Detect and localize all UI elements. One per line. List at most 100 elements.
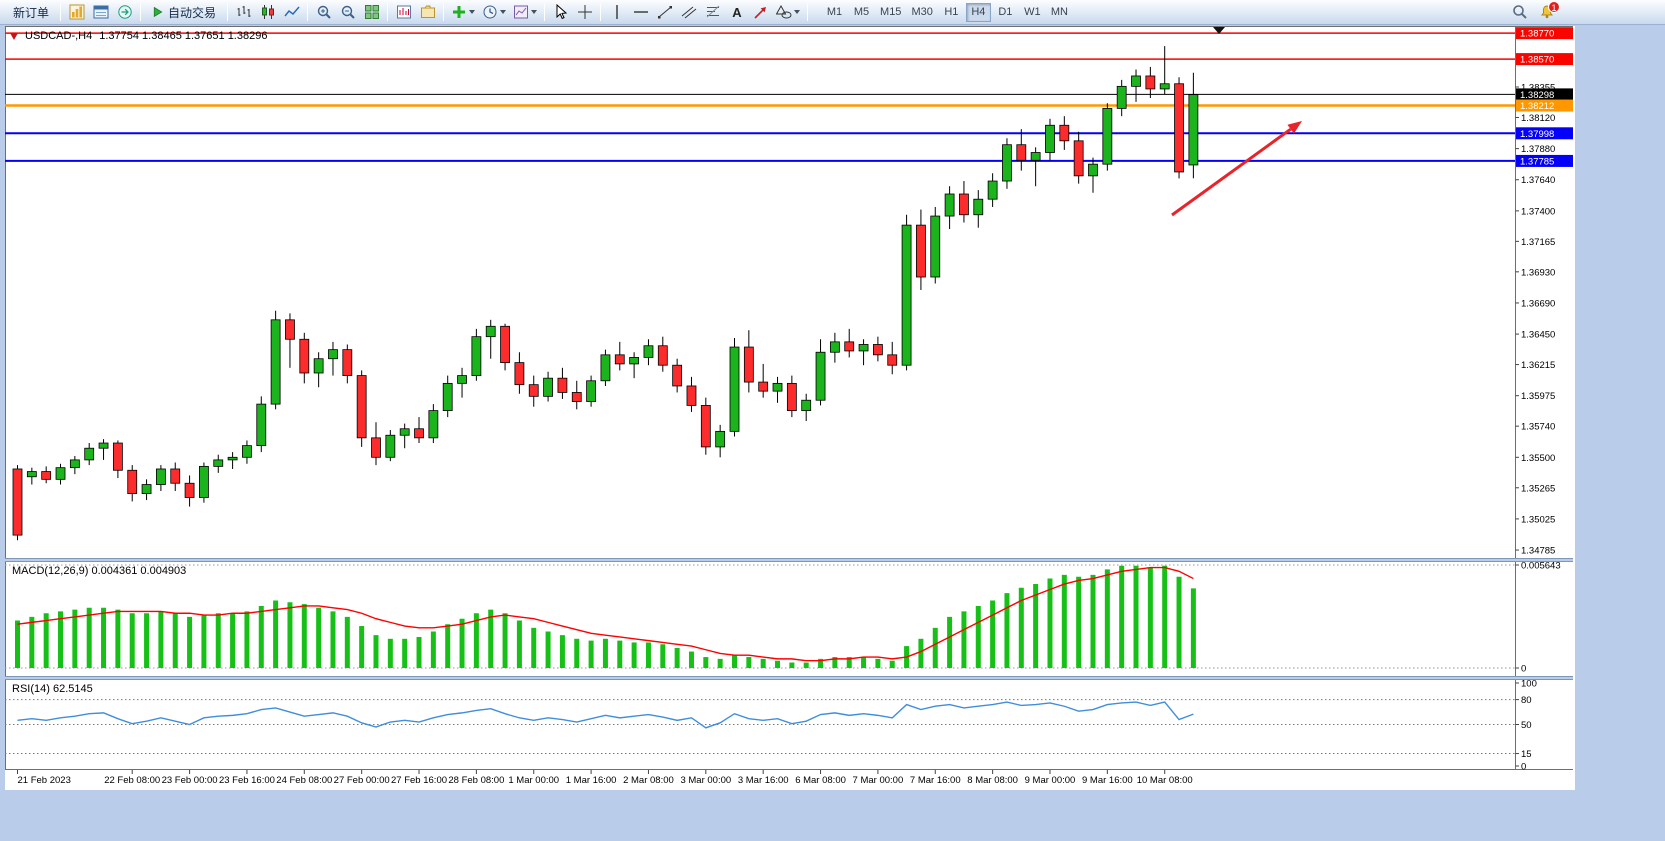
- svg-text:1 Mar 00:00: 1 Mar 00:00: [508, 775, 559, 786]
- svg-text:1.38212: 1.38212: [1520, 101, 1554, 112]
- chevron-down-icon: [469, 10, 476, 14]
- vertical-line-tool-button[interactable]: [605, 2, 628, 23]
- chart-svg: 1.38355 1.38120 1.37880 1.37640 1.37400 1.371…: [5, 26, 1573, 786]
- zoom-out-icon: [341, 5, 355, 19]
- navigator-button[interactable]: [113, 2, 136, 23]
- periods-button[interactable]: [479, 2, 509, 23]
- text-tool-icon: A: [732, 5, 742, 20]
- svg-text:27 Feb 16:00: 27 Feb 16:00: [391, 775, 447, 786]
- cursor-tool-button[interactable]: [549, 2, 572, 23]
- channel-tool-button[interactable]: [677, 2, 700, 23]
- macd-axis-label: 0: [1521, 664, 1526, 675]
- chart-window-button[interactable]: [65, 2, 88, 23]
- rsi-axis-label: 50: [1521, 720, 1532, 731]
- timeframe-d1-button[interactable]: D1: [993, 3, 1018, 22]
- toolbar-separator: [60, 3, 62, 21]
- svg-text:10 Mar 08:00: 10 Mar 08:00: [1137, 775, 1193, 786]
- bell-icon: [1540, 4, 1553, 18]
- indicators-button[interactable]: [448, 2, 478, 23]
- crosshair-icon: [577, 5, 592, 19]
- new-order-button[interactable]: 新订单: [6, 2, 56, 23]
- ohlc-bars-icon: [237, 6, 251, 17]
- timeframe-h4-button[interactable]: H4: [965, 2, 991, 22]
- chart-canvas[interactable]: 1.38355 1.38120 1.37880 1.37640 1.37400 1.371…: [5, 26, 1575, 790]
- fibonacci-tool-button[interactable]: [701, 2, 724, 23]
- chevron-down-icon: [531, 10, 538, 14]
- trendline-tool-button[interactable]: [653, 2, 676, 23]
- gold-bar-chart-icon: [69, 4, 85, 20]
- arrow-tool-icon: [753, 7, 766, 19]
- svg-text:9 Mar 16:00: 9 Mar 16:00: [1082, 775, 1133, 786]
- svg-text:3 Mar 00:00: 3 Mar 00:00: [680, 775, 731, 786]
- shapes-tool-button[interactable]: [773, 2, 803, 23]
- rsi-axis-label: 15: [1521, 749, 1532, 760]
- svg-text:1.37400: 1.37400: [1521, 206, 1555, 217]
- navigator-icon: [117, 5, 132, 19]
- text-tool-button[interactable]: A: [725, 2, 748, 23]
- chevron-down-icon: [500, 10, 507, 14]
- rsi-axis-label: 80: [1521, 695, 1532, 706]
- profiles-button[interactable]: [416, 2, 439, 23]
- line-chart-mode-button[interactable]: [280, 2, 303, 23]
- tile-windows-button[interactable]: [360, 2, 383, 23]
- timeframe-h1-button[interactable]: H1: [939, 3, 964, 22]
- panel-splitter[interactable]: [5, 558, 1573, 562]
- panel-splitter[interactable]: [5, 676, 1573, 680]
- bar-chart-mode-button[interactable]: [232, 2, 255, 23]
- notification-badge: 1: [1548, 1, 1560, 13]
- shapes-icon: [776, 4, 792, 19]
- svg-text:1.35265: 1.35265: [1521, 483, 1555, 494]
- candles: [12, 46, 1199, 541]
- svg-text:21 Feb 2023: 21 Feb 2023: [18, 775, 71, 786]
- zoom-in-button[interactable]: [312, 2, 335, 23]
- auto-trading-button[interactable]: 自动交易: [145, 2, 223, 23]
- market-watch-button[interactable]: [89, 2, 112, 23]
- svg-text:8 Mar 08:00: 8 Mar 08:00: [967, 775, 1018, 786]
- svg-text:24 Feb 08:00: 24 Feb 08:00: [276, 775, 332, 786]
- new-chart-button[interactable]: [392, 2, 415, 23]
- market-watch-icon: [93, 5, 109, 19]
- line-chart-icon: [283, 6, 300, 17]
- horizontal-line-tool-button[interactable]: [629, 2, 652, 23]
- timeframe-m30-button[interactable]: M30: [907, 3, 936, 22]
- timeframe-m5-button[interactable]: M5: [849, 3, 874, 22]
- arrow-tool-button[interactable]: [749, 2, 772, 23]
- templates-button[interactable]: [510, 2, 540, 23]
- horizontal-line-icon: [633, 11, 648, 13]
- chart-shift-marker-icon[interactable]: [1213, 27, 1225, 34]
- zoom-in-icon: [317, 5, 331, 19]
- search-button[interactable]: [1508, 1, 1531, 22]
- price-level-lines[interactable]: [5, 32, 1515, 162]
- symbol-text: USDCAD-,H4: [25, 30, 93, 42]
- svg-text:1.38570: 1.38570: [1520, 55, 1554, 66]
- price-level-tag: 1.38212: [1516, 99, 1573, 112]
- timeframe-m15-button[interactable]: M15: [876, 3, 905, 22]
- svg-text:1.37880: 1.37880: [1521, 144, 1555, 155]
- equidistant-channel-icon: [681, 6, 696, 19]
- rsi-line: [17, 701, 1194, 729]
- timeframe-mn-button[interactable]: MN: [1047, 3, 1072, 22]
- alerts-button[interactable]: 1: [1535, 1, 1560, 22]
- candlestick-mode-button[interactable]: [256, 2, 279, 23]
- svg-text:1.38298: 1.38298: [1520, 90, 1554, 101]
- profiles-icon: [420, 5, 435, 18]
- svg-text:1.36690: 1.36690: [1521, 298, 1555, 309]
- timeframe-m1-button[interactable]: M1: [822, 3, 847, 22]
- price-level-tag: 1.37785: [1516, 154, 1573, 167]
- svg-text:1.37998: 1.37998: [1520, 129, 1554, 140]
- price-axis: 1.38355 1.38120 1.37880 1.37640 1.37400 1.371…: [1515, 83, 1555, 557]
- svg-text:23 Feb 16:00: 23 Feb 16:00: [219, 775, 275, 786]
- toolbar-right-group: 1: [1508, 1, 1560, 22]
- price-level-tag: 1.38298: [1516, 88, 1573, 101]
- symbol-marker-icon: [10, 32, 18, 40]
- zoom-out-button[interactable]: [336, 2, 359, 23]
- crosshair-tool-button[interactable]: [573, 2, 596, 23]
- svg-text:6 Mar 08:00: 6 Mar 08:00: [795, 775, 846, 786]
- svg-text:1.35740: 1.35740: [1521, 422, 1555, 433]
- svg-text:1.35500: 1.35500: [1521, 453, 1555, 464]
- trend-arrow-annotation[interactable]: [1171, 121, 1302, 217]
- time-axis: 21 Feb 2023 22 Feb 08:00 23 Feb 00:00 23 Fe…: [17, 770, 1193, 786]
- svg-text:1.37165: 1.37165: [1521, 237, 1555, 248]
- rsi-axis-label: 100: [1521, 679, 1537, 690]
- timeframe-w1-button[interactable]: W1: [1020, 3, 1045, 22]
